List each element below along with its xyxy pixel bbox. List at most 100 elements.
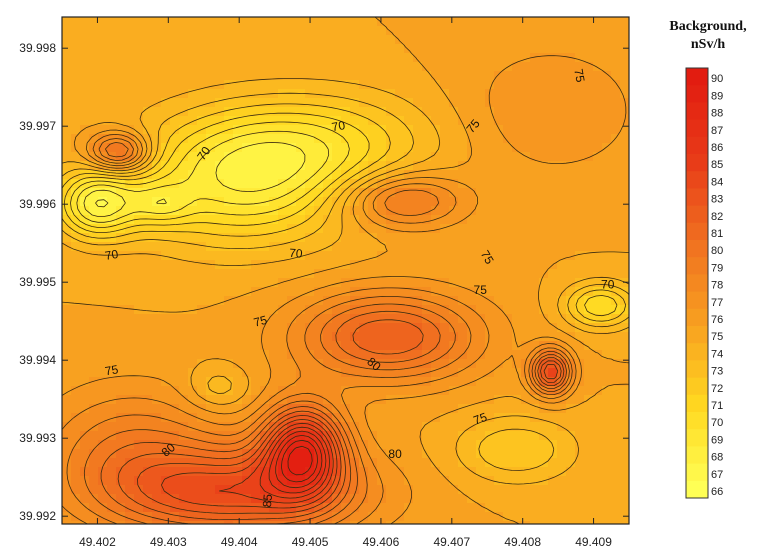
contour-cell xyxy=(431,467,441,477)
contour-cell xyxy=(98,116,108,126)
contour-cell xyxy=(440,197,450,207)
contour-cell xyxy=(197,224,207,234)
contour-cell xyxy=(62,269,72,279)
contour-cell xyxy=(215,278,225,288)
contour-cell xyxy=(620,503,630,513)
contour-cell xyxy=(233,440,243,450)
contour-cell xyxy=(260,44,270,54)
contour-cell xyxy=(224,287,234,297)
contour-cell xyxy=(215,395,225,405)
contour-cell xyxy=(548,512,558,522)
contour-cell xyxy=(269,332,279,342)
contour-cell xyxy=(512,242,522,252)
contour-cell xyxy=(359,35,369,45)
contour-cell xyxy=(548,188,558,198)
contour-cell xyxy=(341,251,351,261)
contour-cell xyxy=(404,485,414,495)
contour-cell xyxy=(152,206,162,216)
contour-cell xyxy=(224,53,234,63)
contour-cell xyxy=(152,35,162,45)
contour-cell xyxy=(476,17,486,27)
contour-cell xyxy=(116,125,126,135)
contour-cell xyxy=(233,251,243,261)
contour-cell xyxy=(188,458,198,468)
contour-cell xyxy=(341,134,351,144)
contour-cell xyxy=(188,233,198,243)
contour-cell xyxy=(269,215,279,225)
contour-cell xyxy=(242,341,252,351)
contour-cell xyxy=(494,494,504,504)
contour-cell xyxy=(494,17,504,27)
contour-cell xyxy=(566,260,576,270)
contour-cell xyxy=(377,224,387,234)
contour-cell xyxy=(224,296,234,306)
contour-cell xyxy=(62,53,72,63)
contour-cell xyxy=(242,305,252,315)
contour-cell xyxy=(458,449,468,459)
contour-cell xyxy=(161,422,171,432)
contour-cell xyxy=(134,206,144,216)
contour-cell xyxy=(413,350,423,360)
contour-cell xyxy=(152,152,162,162)
contour-cell xyxy=(152,485,162,495)
contour-cell xyxy=(170,512,180,522)
contour-cell xyxy=(476,305,486,315)
contour-cell xyxy=(278,44,288,54)
contour-cell xyxy=(449,287,459,297)
contour-cell xyxy=(350,26,360,36)
contour-cell xyxy=(242,413,252,423)
contour-cell xyxy=(224,413,234,423)
contour-cell xyxy=(584,368,594,378)
contour-cell xyxy=(206,476,216,486)
contour-cell xyxy=(413,431,423,441)
contour-cell xyxy=(530,143,540,153)
contour-cell xyxy=(134,386,144,396)
contour-cell xyxy=(251,53,261,63)
svg-text:70: 70 xyxy=(104,247,120,263)
contour-cell xyxy=(539,53,549,63)
contour-cell xyxy=(323,17,333,27)
contour-cell xyxy=(377,116,387,126)
contour-cell xyxy=(494,377,504,387)
contour-cell xyxy=(611,305,621,315)
contour-cell xyxy=(305,152,315,162)
contour-cell xyxy=(71,134,81,144)
contour-cell xyxy=(116,35,126,45)
contour-cell xyxy=(323,458,333,468)
contour-cell xyxy=(413,53,423,63)
contour-cell xyxy=(71,332,81,342)
contour-cell xyxy=(341,53,351,63)
contour-cell xyxy=(287,89,297,99)
contour-cell xyxy=(278,80,288,90)
contour-cell xyxy=(89,260,99,270)
contour-cell xyxy=(431,71,441,81)
contour-cell xyxy=(593,98,603,108)
contour-cell xyxy=(548,179,558,189)
contour-cell xyxy=(152,287,162,297)
contour-cell xyxy=(584,107,594,117)
contour-cell xyxy=(197,71,207,81)
contour-cell xyxy=(323,386,333,396)
contour-cell xyxy=(485,53,495,63)
contour-cell xyxy=(467,161,477,171)
contour-cell xyxy=(161,332,171,342)
contour-cell xyxy=(539,89,549,99)
contour-cell xyxy=(107,107,117,117)
contour-cell xyxy=(575,197,585,207)
contour-cell xyxy=(305,233,315,243)
contour-cell xyxy=(431,332,441,342)
contour-cell xyxy=(449,503,459,513)
contour-cell xyxy=(440,215,450,225)
contour-cell xyxy=(251,377,261,387)
contour-cell xyxy=(71,296,81,306)
contour-cell xyxy=(368,485,378,495)
contour-cell xyxy=(224,368,234,378)
contour-cell xyxy=(134,71,144,81)
contour-cell xyxy=(143,404,153,414)
contour-cell xyxy=(404,386,414,396)
contour-cell xyxy=(566,98,576,108)
contour-cell xyxy=(98,350,108,360)
contour-cell xyxy=(71,89,81,99)
contour-cell xyxy=(548,413,558,423)
contour-cell xyxy=(260,404,270,414)
